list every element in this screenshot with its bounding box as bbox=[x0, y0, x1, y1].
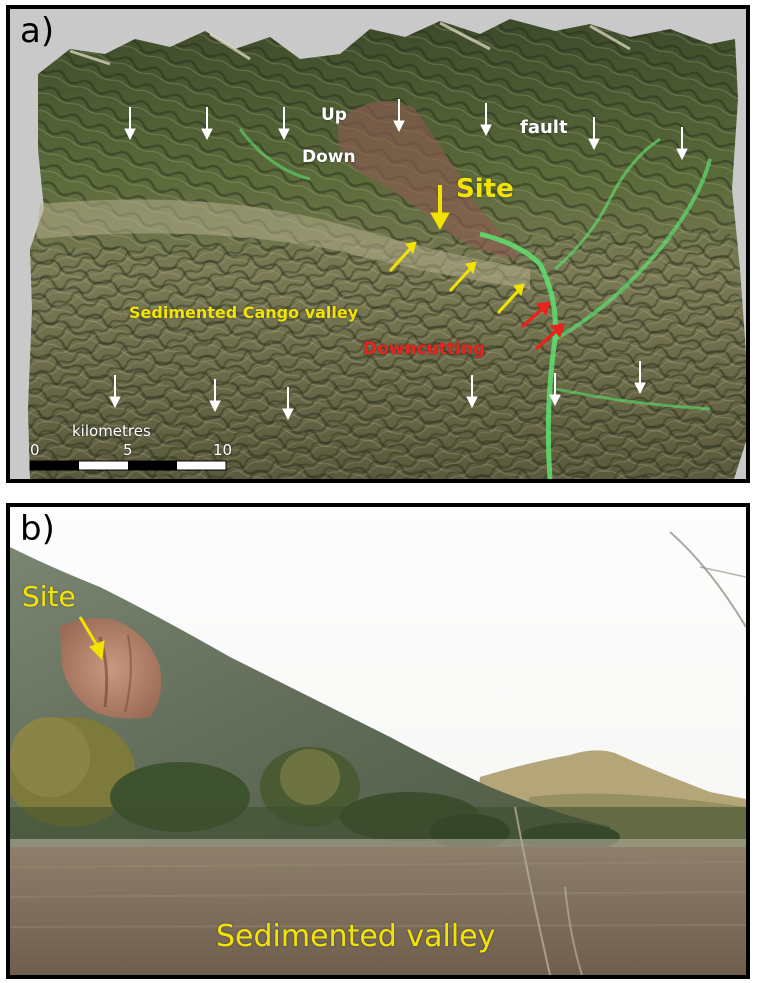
valley-label: Sedimented Cango valley bbox=[129, 303, 359, 322]
site-arrow bbox=[430, 185, 450, 231]
landscape-photo bbox=[10, 507, 746, 975]
panel-a-label: a) bbox=[20, 11, 55, 51]
scale-tick-0: 0 bbox=[30, 441, 40, 459]
downcutting-label: Downcutting bbox=[363, 339, 486, 359]
fault-arrows-top bbox=[124, 99, 688, 161]
up-label: Up bbox=[321, 105, 347, 125]
terrain-render bbox=[28, 19, 746, 479]
site-cliff bbox=[60, 618, 162, 719]
panel-b-photo: b) Site Sedimented valley bbox=[6, 503, 750, 979]
valley-label: Sedimented valley bbox=[216, 919, 496, 954]
scale-tick-10: 10 bbox=[213, 441, 233, 459]
down-label: Down bbox=[302, 147, 356, 167]
sedimented-valley-field bbox=[10, 847, 746, 975]
scale-unit-label: kilometres bbox=[72, 422, 151, 440]
fault-label: fault bbox=[520, 117, 568, 138]
site-label: Site bbox=[22, 580, 76, 613]
valley-arrows bbox=[388, 241, 525, 315]
valley-floor bbox=[36, 199, 530, 289]
fault-arrows-bottom bbox=[109, 361, 646, 421]
scale-tick-5: 5 bbox=[123, 441, 133, 459]
site-arrow bbox=[78, 616, 105, 661]
scale-bar bbox=[29, 460, 227, 471]
downcutting-arrows bbox=[520, 301, 565, 351]
site-cliffs bbox=[338, 101, 520, 259]
panel-b-label: b) bbox=[20, 509, 55, 549]
panel-a-terrain-map: a) Up Down fault Site Sedimented Cango v… bbox=[6, 5, 750, 483]
river-channel bbox=[479, 231, 558, 479]
site-label: Site bbox=[456, 174, 514, 204]
